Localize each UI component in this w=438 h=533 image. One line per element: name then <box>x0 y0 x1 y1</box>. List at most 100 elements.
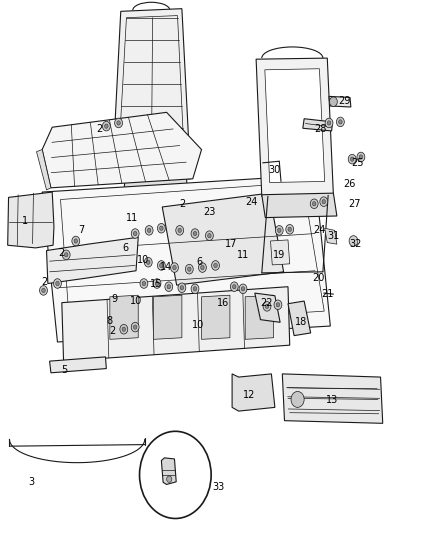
Text: 16: 16 <box>217 297 230 308</box>
Polygon shape <box>329 96 351 107</box>
Circle shape <box>134 325 137 329</box>
Circle shape <box>64 253 68 257</box>
Text: 30: 30 <box>269 165 281 175</box>
Circle shape <box>191 229 199 238</box>
Polygon shape <box>8 192 54 248</box>
Text: 11: 11 <box>237 250 249 260</box>
Text: 8: 8 <box>107 316 113 326</box>
Circle shape <box>145 257 152 267</box>
Circle shape <box>230 282 238 292</box>
Circle shape <box>140 431 211 519</box>
Circle shape <box>359 155 363 159</box>
Text: 7: 7 <box>78 225 85 236</box>
Circle shape <box>329 97 337 107</box>
Text: 21: 21 <box>321 289 333 299</box>
Polygon shape <box>110 295 138 340</box>
Circle shape <box>276 303 280 307</box>
Polygon shape <box>62 287 290 361</box>
Circle shape <box>212 261 219 270</box>
Polygon shape <box>201 295 230 340</box>
Circle shape <box>145 225 153 235</box>
Circle shape <box>348 155 356 164</box>
Text: 23: 23 <box>203 207 215 217</box>
Polygon shape <box>42 112 201 188</box>
Circle shape <box>278 228 281 232</box>
Circle shape <box>193 287 197 291</box>
Polygon shape <box>153 295 182 340</box>
Text: 10: 10 <box>192 320 204 330</box>
Circle shape <box>191 284 199 294</box>
Text: 6: 6 <box>122 243 128 253</box>
Text: 24: 24 <box>246 197 258 207</box>
Text: 10: 10 <box>137 255 149 265</box>
Circle shape <box>140 279 148 288</box>
Text: 25: 25 <box>352 158 364 168</box>
Polygon shape <box>325 228 337 244</box>
Circle shape <box>201 265 204 270</box>
Text: 3: 3 <box>28 477 34 487</box>
Circle shape <box>357 152 365 162</box>
Polygon shape <box>283 374 383 423</box>
Polygon shape <box>49 357 106 373</box>
Circle shape <box>312 201 316 206</box>
Text: 17: 17 <box>225 239 237 249</box>
Circle shape <box>131 229 139 238</box>
Circle shape <box>153 279 161 288</box>
Circle shape <box>166 476 172 482</box>
Circle shape <box>42 288 45 293</box>
Polygon shape <box>288 301 311 336</box>
Text: 18: 18 <box>295 317 307 327</box>
Polygon shape <box>162 193 284 285</box>
Circle shape <box>120 325 128 334</box>
Circle shape <box>39 286 47 295</box>
Polygon shape <box>42 175 330 342</box>
Circle shape <box>157 223 165 233</box>
Circle shape <box>165 282 173 292</box>
Text: 2: 2 <box>109 326 115 336</box>
Circle shape <box>286 224 293 234</box>
Text: 10: 10 <box>130 296 142 306</box>
Circle shape <box>291 391 304 407</box>
Circle shape <box>208 233 211 238</box>
Circle shape <box>349 236 358 246</box>
Circle shape <box>134 231 137 236</box>
Circle shape <box>159 226 163 230</box>
Circle shape <box>198 263 206 272</box>
Circle shape <box>276 225 283 235</box>
Circle shape <box>205 231 213 240</box>
Circle shape <box>176 225 184 235</box>
Circle shape <box>56 281 59 286</box>
Text: 33: 33 <box>212 482 224 492</box>
Circle shape <box>178 228 181 232</box>
Circle shape <box>131 322 139 332</box>
Circle shape <box>74 239 78 243</box>
Text: 29: 29 <box>339 95 351 106</box>
Text: 26: 26 <box>343 179 355 189</box>
Text: 1: 1 <box>21 216 28 227</box>
Circle shape <box>117 121 120 125</box>
Circle shape <box>241 287 245 291</box>
Polygon shape <box>232 374 275 411</box>
Circle shape <box>320 197 328 206</box>
Text: 2: 2 <box>41 278 47 287</box>
Circle shape <box>102 122 110 131</box>
Circle shape <box>115 118 123 128</box>
Circle shape <box>288 227 292 231</box>
Circle shape <box>167 285 170 289</box>
Text: 15: 15 <box>149 279 162 288</box>
Text: 6: 6 <box>196 257 202 267</box>
Text: 2: 2 <box>59 248 65 258</box>
Text: 11: 11 <box>126 213 138 223</box>
Polygon shape <box>271 240 290 265</box>
Polygon shape <box>245 295 274 340</box>
Circle shape <box>350 157 354 161</box>
Polygon shape <box>161 458 176 484</box>
Circle shape <box>142 281 146 286</box>
Circle shape <box>146 260 150 264</box>
Circle shape <box>327 121 331 125</box>
Circle shape <box>214 263 217 268</box>
Circle shape <box>157 261 165 270</box>
Circle shape <box>322 199 325 204</box>
Polygon shape <box>265 69 325 182</box>
Text: 12: 12 <box>244 390 256 400</box>
